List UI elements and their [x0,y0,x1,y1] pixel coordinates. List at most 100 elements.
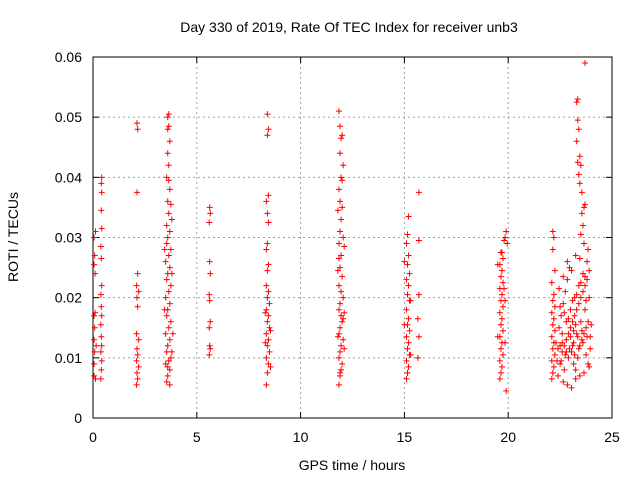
data-point [92,309,99,316]
data-point [263,354,270,361]
data-point [548,357,555,364]
data-point [134,375,141,382]
data-point [166,381,173,388]
data-point [407,297,414,304]
data-point [169,330,176,337]
data-point [574,117,581,124]
data-point [264,342,271,349]
data-point [573,138,580,145]
data-point [91,261,98,268]
data-point [133,357,140,364]
data-point [262,339,269,346]
data-point [336,255,343,262]
data-point [575,171,582,178]
data-point [559,330,566,337]
data-point [166,228,173,235]
axis-ticks [92,56,613,419]
data-point [573,306,580,313]
data-point [407,351,414,358]
data-point [549,246,556,253]
data-point [584,276,591,283]
data-point [165,288,172,295]
data-point [583,297,590,304]
data-point [500,255,507,262]
data-point [164,372,171,379]
data-point [97,243,104,250]
data-point [338,312,345,319]
data-point [577,318,584,325]
data-point [266,300,273,307]
data-point [576,255,583,262]
data-point [165,162,172,169]
x-axis-label: GPS time / hours [299,457,406,473]
data-point [267,363,274,370]
data-point [556,324,563,331]
data-point [560,378,567,385]
data-point [406,270,413,277]
data-point [262,309,269,316]
data-point [336,186,343,193]
data-point [165,357,172,364]
x-tick-label: 5 [193,429,201,445]
data-point [134,120,141,127]
data-point [504,240,511,247]
data-point [502,234,509,241]
data-point [135,288,142,295]
data-point [500,351,507,358]
data-point [562,288,569,295]
data-point [91,372,98,379]
data-point [549,345,556,352]
data-point [551,327,558,334]
data-point [586,294,593,301]
data-point [265,261,272,268]
data-point [555,345,562,352]
data-point [206,204,213,211]
data-point [414,315,421,322]
data-point [265,126,272,133]
data-point [92,228,99,235]
data-point [267,327,274,334]
data-point [405,252,412,259]
data-point [496,375,503,382]
data-point [569,318,576,325]
data-point [579,339,586,346]
data-point [265,360,272,367]
data-point [497,321,504,328]
data-point [550,315,557,322]
data-point [168,348,175,355]
data-point [498,315,505,322]
data-point [166,138,173,145]
data-point [557,342,564,349]
data-point [574,333,581,340]
data-point [405,282,412,289]
data-points [91,60,595,394]
data-point [571,351,578,358]
data-point [91,234,98,241]
data-point [570,327,577,334]
data-point [566,264,573,271]
data-point [92,270,99,277]
data-point [98,180,105,187]
chart-title: Day 330 of 2019, Rate Of TEC Index for r… [180,19,518,35]
data-point [564,276,571,283]
data-point [500,327,507,334]
data-point [265,312,272,319]
data-point [586,363,593,370]
data-point [336,330,343,337]
data-point [503,387,510,394]
data-point [163,378,170,385]
data-point [572,321,579,328]
data-point [163,348,170,355]
data-point [568,384,575,391]
data-point [588,321,595,328]
data-point [98,333,105,340]
data-point [338,342,345,349]
data-point [403,306,410,313]
data-point [580,330,587,337]
data-point [578,210,585,217]
data-point [93,342,100,349]
data-point [265,219,272,226]
y-tick-label: 0.06 [55,49,82,65]
data-point [415,333,422,340]
data-point [166,186,173,193]
